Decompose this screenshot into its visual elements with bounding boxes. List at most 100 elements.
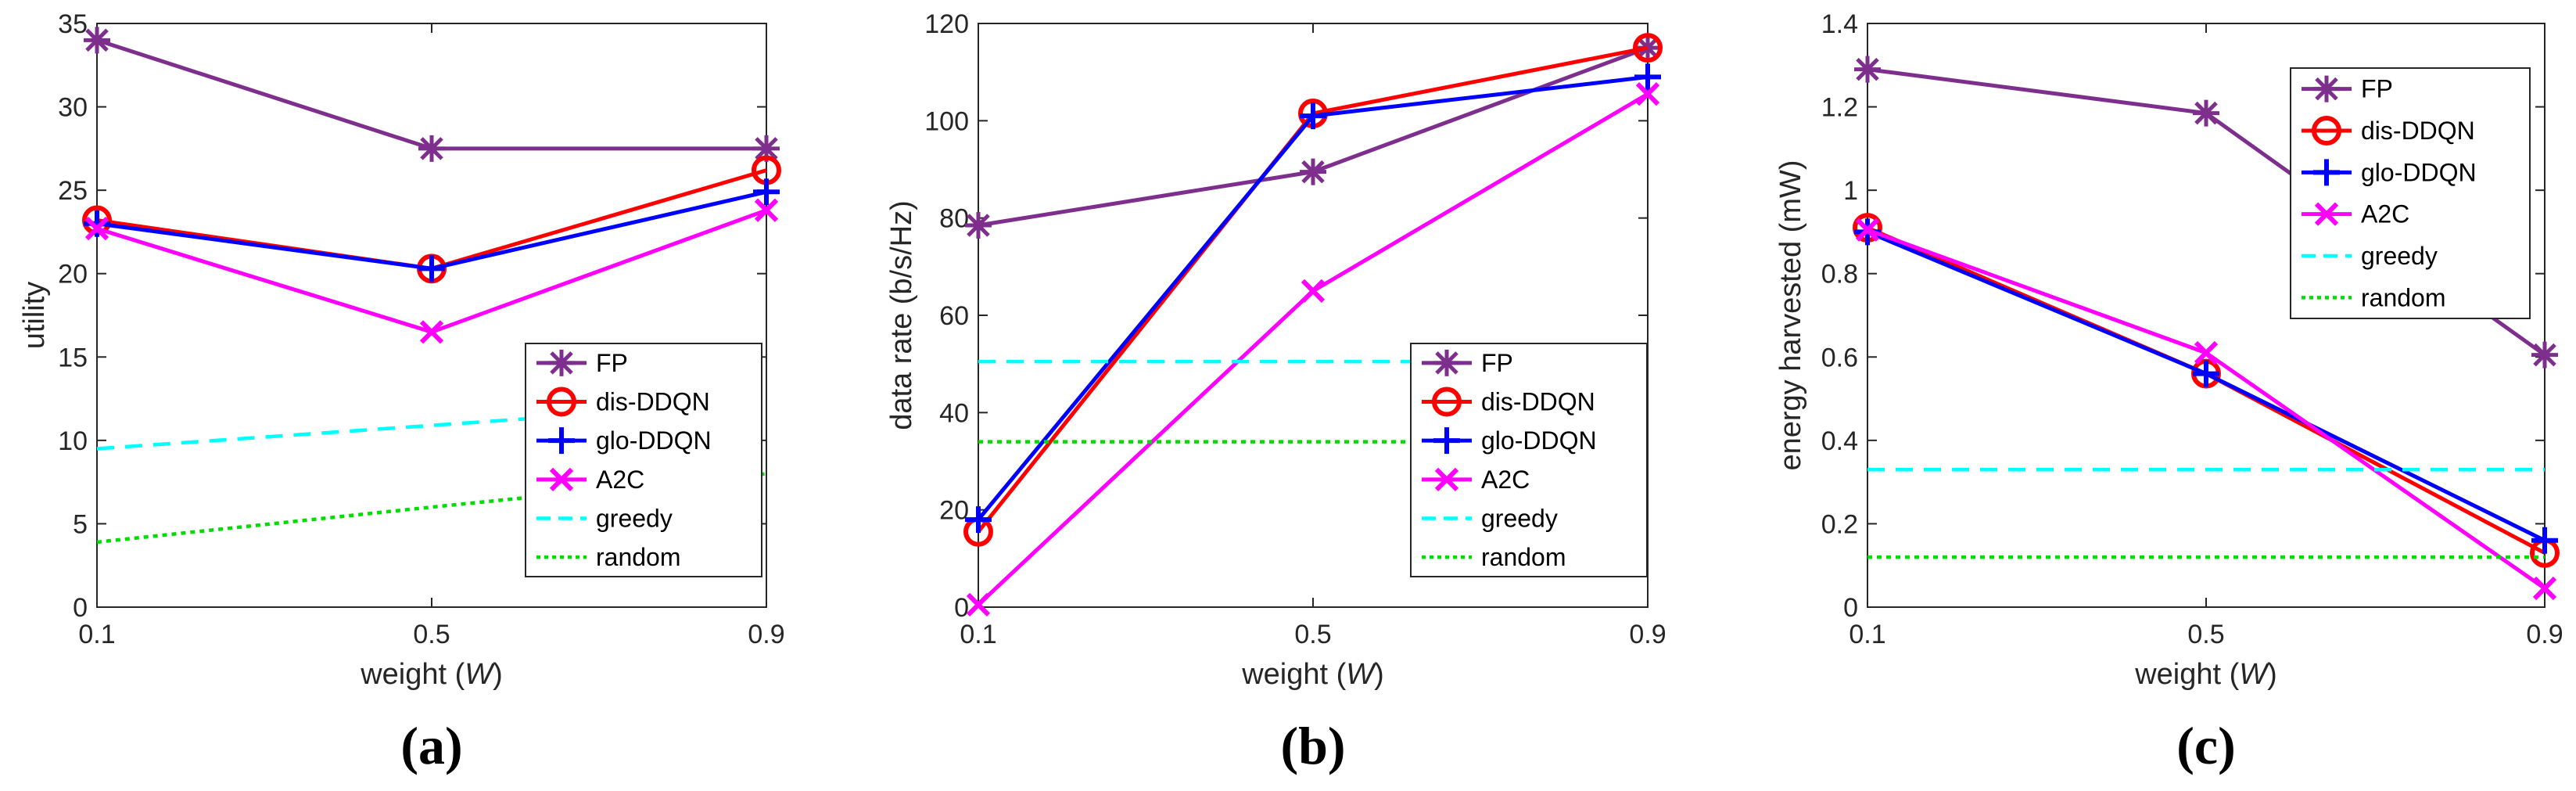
legend: FP dis-DDQN glo-DDQN A2C greedy random [525,343,762,577]
legend-box [2290,67,2531,319]
legend: FP dis-DDQN glo-DDQN A2C greedy random [1410,343,1648,577]
legend-marker [548,427,575,455]
legend-box [525,343,762,577]
data-point-A2C [2532,576,2557,601]
series-glo-DDQN [965,63,1661,534]
data-point-FP [1634,34,1661,62]
x-axis-label-close: ) [2267,658,2277,691]
data-point-glo-DDQN [418,255,445,282]
legend-marker [1433,349,1460,376]
x-axis-label-variable: W [2239,658,2269,691]
panel-2: 0 0.2 0.4 0.6 0.8 1 1.2 1.4 0.1 0.5 0.9 weight (W) e… [1774,9,2563,775]
data-point-FP [418,135,445,162]
legend-marker [1434,467,1459,491]
panel-1: 0 20 40 60 80 100 120 0.1 0.5 0.9 weight (W) data r… [885,9,1667,775]
x-axis-label-close: ) [1374,658,1384,691]
legend-label: greedy [596,505,673,533]
y-tick-label: 0 [954,593,969,623]
series-FP [84,27,780,162]
x-tick-label: 0.1 [78,620,115,649]
y-axis-label: data rate (b/s/Hz) [885,200,918,430]
legend-label: greedy [1481,505,1558,533]
data-point-glo-DDQN [2531,527,2558,554]
data-point-glo-DDQN [1300,102,1326,130]
legend-label: FP [1481,349,1513,377]
series-A2C [84,198,779,344]
y-tick-label: 100 [924,106,969,136]
legend: FP dis-DDQN glo-DDQN A2C greedy random [2290,67,2531,319]
legend-marker [548,349,575,376]
legend-label: random [2361,283,2446,311]
legend-marker [2314,202,2339,226]
series-glo-DDQN [84,178,780,282]
data-point-A2C [419,320,444,344]
x-tick-label: 0.5 [2187,620,2224,649]
panel-0: 0 5 10 15 20 25 30 35 0.1 0.5 0.9 weight (W) utility… [18,9,785,775]
x-axis-label: weight (W) [360,658,503,691]
x-tick-label: 0.5 [413,620,450,649]
y-tick-label: 35 [58,9,88,39]
legend-label: FP [596,349,628,377]
y-tick-label: 30 [58,93,88,123]
y-axis-label: utility [18,282,51,350]
x-axis-label: weight (W) [1241,658,1384,691]
data-point-glo-DDQN [753,178,780,206]
x-axis-label-text: weight ( [360,658,465,691]
legend-label: dis-DDQN [596,388,710,416]
legend-label: A2C [1481,466,1530,494]
x-tick-label: 0.9 [1629,620,1666,649]
y-tick-label: 5 [73,509,88,539]
x-axis-label-close: ) [493,658,503,691]
panel-caption: (c) [2176,716,2235,775]
data-point-A2C [1635,82,1660,106]
data-point-glo-DDQN [965,506,992,534]
legend-marker [2312,116,2341,146]
legend-marker [2313,75,2340,102]
y-tick-label: 120 [924,9,969,39]
legend-label: glo-DDQN [1481,426,1597,455]
legend-label: A2C [2361,200,2409,228]
legend-label: FP [2361,75,2393,103]
data-point-A2C [1855,218,1880,242]
series-A2C [966,82,1660,617]
x-tick-label: 0.1 [1849,620,1885,649]
legend-label: dis-DDQN [2361,117,2475,145]
x-axis-label-variable: W [465,658,495,691]
y-tick-label: 0.2 [1821,509,1858,539]
y-tick-label: 15 [58,343,88,372]
y-tick-label: 0 [73,593,88,623]
data-point-FP [84,27,110,54]
data-point-A2C [84,217,109,241]
series-A2C [1855,218,2557,601]
y-tick-label: 0.8 [1821,260,1858,289]
y-tick-label: 1.4 [1821,9,1858,39]
x-axis-label-text: weight ( [1241,658,1346,691]
y-tick-label: 20 [58,260,88,289]
legend-label: A2C [596,466,644,494]
data-point-FP [1854,56,1881,83]
legend-label: random [596,543,681,571]
y-tick-label: 25 [58,176,88,206]
y-tick-label: 1.2 [1821,93,1858,123]
legend-label: dis-DDQN [1481,388,1595,416]
legend-marker [547,387,576,417]
data-point-glo-DDQN [2193,360,2219,387]
x-axis-label: weight (W) [2134,658,2277,691]
legend-marker [1433,427,1460,455]
y-tick-label: 0.6 [1821,343,1858,372]
data-point-glo-DDQN [1634,63,1661,91]
legend-marker [2313,159,2340,186]
x-tick-label: 0.1 [960,620,996,649]
data-point-FP [753,135,780,162]
x-tick-label: 0.9 [2526,620,2563,649]
y-tick-label: 1 [1843,176,1858,206]
data-point-A2C [966,592,991,617]
data-point-dis-DDQN [1633,33,1663,63]
legend-label: glo-DDQN [2361,158,2477,186]
x-axis-label-variable: W [1346,658,1376,691]
x-tick-label: 0.5 [1294,620,1331,649]
y-tick-label: 40 [939,398,969,428]
legend-label: glo-DDQN [596,426,712,455]
y-tick-label: 80 [939,204,969,234]
